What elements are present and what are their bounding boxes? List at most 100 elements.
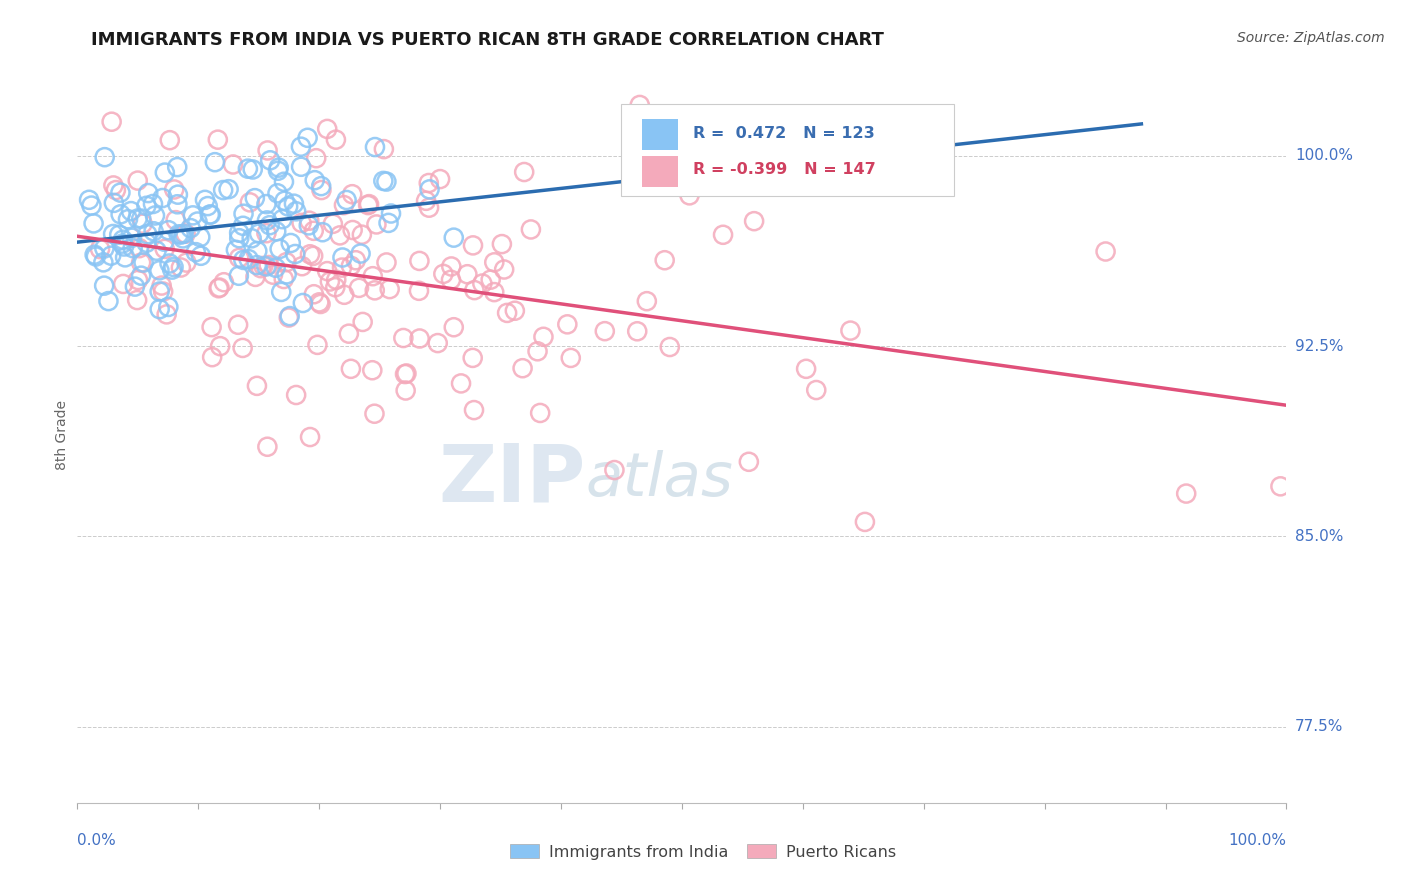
Point (232, 252, 254, 267)
Point (101, 227, 124, 241)
Point (271, 212, 294, 227)
Point (159, 256, 181, 270)
Point (160, 262, 183, 277)
Point (450, 376, 472, 391)
Text: 0.0%: 0.0% (77, 833, 117, 848)
Point (364, 140, 387, 154)
Point (201, 320, 224, 334)
Point (269, 242, 291, 256)
Point (218, 182, 240, 196)
Point (496, 306, 519, 320)
Point (111, 233, 134, 247)
Point (325, 273, 347, 287)
Point (418, 176, 440, 190)
Point (152, 191, 174, 205)
Point (461, 238, 484, 252)
Point (226, 318, 249, 332)
Point (131, 217, 153, 231)
Point (626, 324, 648, 338)
Point (350, 227, 373, 242)
Text: IMMIGRANTS FROM INDIA VS PUERTO RICAN 8TH GRADE CORRELATION CHART: IMMIGRANTS FROM INDIA VS PUERTO RICAN 8T… (91, 31, 884, 49)
Point (127, 293, 149, 307)
Point (529, 406, 551, 420)
Point (839, 324, 862, 338)
Point (83, 248, 105, 262)
Point (1094, 244, 1116, 259)
Point (1175, 486, 1198, 500)
Point (135, 199, 157, 213)
Point (132, 255, 155, 269)
Point (254, 260, 277, 274)
Point (283, 196, 305, 211)
Point (352, 315, 374, 329)
Point (97, 294, 120, 309)
Point (273, 175, 295, 189)
Point (120, 204, 142, 219)
Point (153, 235, 176, 249)
Point (290, 216, 312, 230)
Point (375, 175, 398, 189)
Point (228, 226, 250, 240)
Point (395, 384, 418, 398)
Point (273, 272, 295, 286)
Point (593, 324, 616, 338)
Point (375, 255, 398, 269)
Point (307, 338, 329, 352)
Point (93, 150, 115, 164)
Point (172, 231, 194, 245)
Point (290, 160, 312, 174)
Point (429, 172, 451, 186)
Point (628, 98, 651, 112)
Point (93, 242, 115, 256)
Point (239, 195, 262, 210)
Point (654, 253, 676, 268)
Point (135, 235, 157, 250)
Point (267, 161, 290, 175)
Point (533, 330, 555, 344)
Point (333, 287, 356, 301)
Point (603, 463, 626, 477)
Point (162, 260, 184, 274)
Point (93, 255, 115, 269)
Point (363, 407, 385, 421)
Point (330, 260, 353, 275)
Point (678, 133, 700, 147)
Point (340, 259, 363, 273)
Point (678, 188, 700, 202)
Text: R = -0.399   N = 147: R = -0.399 N = 147 (693, 162, 876, 178)
Point (720, 176, 742, 190)
Text: R =  0.472   N = 123: R = 0.472 N = 123 (693, 126, 875, 141)
Point (110, 207, 132, 221)
Point (249, 261, 271, 276)
Point (520, 222, 543, 236)
Point (513, 165, 536, 179)
Point (212, 183, 235, 197)
Point (471, 277, 494, 291)
Point (170, 260, 193, 275)
Point (84, 250, 107, 264)
Point (165, 213, 187, 227)
Point (742, 214, 765, 228)
Point (228, 251, 250, 265)
Point (340, 361, 363, 376)
Point (181, 208, 204, 222)
Point (264, 224, 287, 238)
Point (163, 182, 186, 196)
Point (309, 179, 332, 194)
Point (77, 193, 100, 207)
Point (167, 227, 190, 242)
Point (225, 243, 247, 257)
Point (80, 198, 103, 212)
Point (212, 275, 235, 289)
Point (100, 114, 122, 128)
Point (344, 253, 367, 268)
Point (349, 246, 371, 260)
Point (257, 258, 280, 272)
Point (200, 207, 222, 221)
Point (316, 264, 339, 278)
Point (180, 221, 202, 235)
Point (373, 174, 395, 188)
Point (121, 241, 143, 255)
Point (560, 351, 582, 365)
Point (149, 285, 172, 299)
